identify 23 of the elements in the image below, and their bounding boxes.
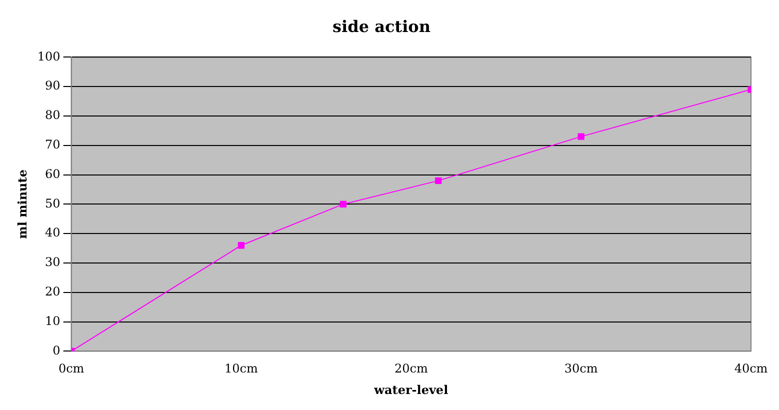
y-tick-label: 40 (45, 226, 60, 240)
y-tick-label: 90 (45, 78, 60, 93)
y-tick-label: 50 (45, 196, 60, 210)
y-tick-label: 70 (45, 138, 60, 152)
y-tick-label: 80 (45, 108, 60, 122)
x-tick-label: 40cm (734, 362, 768, 376)
point (578, 133, 584, 140)
point (340, 200, 347, 208)
x-tick-label: 30cm (564, 362, 598, 376)
y-tick-label: 30 (45, 255, 60, 270)
y-tick-label: 10 (45, 314, 60, 328)
point (435, 177, 442, 184)
y-tick-label: 20 (45, 284, 60, 299)
y-tick-label: 100 (37, 49, 60, 64)
y-axis-title: ml minute (15, 169, 30, 239)
y-tick-label: 0 (52, 343, 60, 358)
point (238, 242, 245, 249)
x-tick-label: 20cm (394, 362, 428, 376)
chart-title: side action (332, 16, 431, 36)
y-tick-label: 60 (45, 166, 60, 181)
x-axis-title: water-level (373, 382, 449, 397)
x-tick-label: 10cm (224, 362, 259, 376)
x-tick-label: 0cm (58, 362, 85, 376)
